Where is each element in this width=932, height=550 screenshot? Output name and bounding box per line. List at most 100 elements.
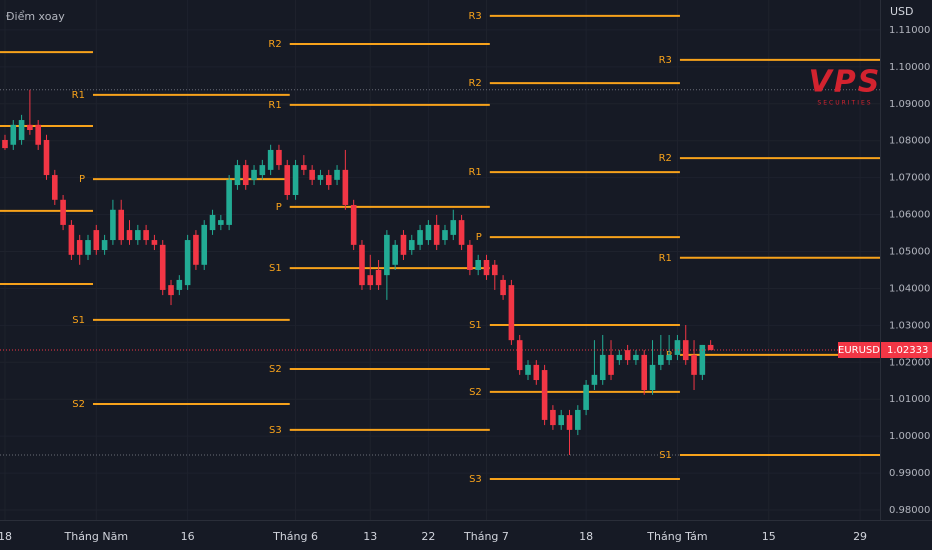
x-tick-label: 18 [579, 530, 593, 543]
candle-body [375, 269, 382, 286]
pivot-label: P [476, 232, 482, 243]
x-tick-label: Tháng Tám [646, 530, 707, 543]
candle-body [226, 179, 232, 225]
candle-body [135, 230, 141, 241]
candle-body [151, 240, 158, 245]
pivot-label: P [276, 202, 282, 213]
y-tick-label: 1.06000 [889, 210, 930, 221]
pivot-label: S3 [269, 425, 282, 436]
candle-body [483, 260, 490, 276]
watermark-sub: SECURITIES [817, 100, 872, 107]
candle-body [442, 230, 448, 241]
pivot-label: S2 [469, 387, 482, 398]
y-tick-label: 1.00000 [889, 431, 930, 442]
candle-body [649, 364, 656, 390]
candle-body [68, 224, 75, 255]
candle-body [591, 374, 598, 385]
candle-body [658, 354, 664, 365]
candle-body [234, 165, 241, 186]
pivot-label: R1 [659, 253, 672, 264]
y-tick-label: 1.09000 [889, 99, 930, 110]
y-tick-label: 1.10000 [889, 62, 930, 73]
symbol-label: EURUSD [838, 345, 880, 356]
candle-body [317, 175, 324, 180]
candle-body [218, 220, 224, 225]
pivot-label: R2 [659, 153, 672, 164]
candle-body [27, 124, 33, 130]
candle-body [18, 120, 25, 140]
candle-body [292, 165, 299, 195]
candle-body [633, 354, 639, 361]
candle-body [624, 350, 631, 361]
candle-body [301, 165, 307, 170]
y-tick-label: 0.98000 [889, 505, 930, 516]
candle-body [93, 230, 100, 251]
candle-body [516, 340, 523, 371]
candle-body [143, 230, 149, 241]
x-tick-label: Tháng Năm [64, 530, 129, 543]
candle-body [51, 175, 58, 200]
candle-body [85, 240, 91, 255]
pivot-label: S2 [269, 364, 282, 375]
candle-body [508, 285, 515, 341]
candle-body [201, 224, 208, 265]
candle-body [433, 224, 440, 245]
y-tick-label: 1.05000 [889, 247, 930, 258]
candle-body [76, 240, 83, 255]
y-tick-label: 1.02000 [889, 357, 930, 368]
price-box [881, 342, 932, 359]
candle-body [10, 124, 17, 145]
candle-body [541, 370, 548, 420]
candle-body [367, 275, 374, 286]
candle-body [43, 139, 50, 176]
candle-body [342, 169, 349, 205]
pivot-label: S1 [469, 320, 482, 331]
pivot-label: S1 [72, 315, 85, 326]
candle-body [666, 354, 672, 361]
candle-body [408, 240, 415, 251]
candle-body [682, 340, 689, 361]
pivot-label: R3 [468, 11, 481, 22]
y-tick-label: 0.99000 [889, 468, 930, 479]
y-tick-label: 1.07000 [889, 173, 930, 184]
pivot-label: S2 [72, 399, 85, 410]
candle-body [101, 240, 108, 251]
candle-body [251, 169, 257, 180]
candle-body [550, 409, 556, 426]
candle-body [126, 230, 133, 241]
candle-body [359, 244, 365, 286]
candle-body [400, 234, 407, 255]
candle-body [35, 124, 41, 145]
candle-body [176, 279, 183, 290]
pivot-label: S1 [659, 450, 672, 461]
candle-body [159, 244, 166, 290]
candle-body [60, 199, 66, 225]
pivot-label: S1 [269, 263, 282, 274]
candle-body [608, 354, 614, 375]
candle-body [707, 344, 714, 351]
candle-body [325, 175, 332, 186]
pivot-label: R1 [72, 90, 85, 101]
pivot-label: R1 [468, 167, 481, 178]
candle-body [525, 364, 531, 375]
candle-body [458, 220, 465, 245]
y-axis-label: USD [890, 5, 914, 18]
pivot-label: R1 [268, 100, 281, 111]
candle-body [209, 214, 216, 231]
y-tick-label: 1.04000 [889, 283, 930, 294]
x-tick-label: 13 [363, 530, 377, 543]
candle-body [276, 149, 282, 166]
candle-body [641, 354, 648, 390]
x-tick-label: Tháng 7 [463, 530, 509, 543]
candle-body [450, 220, 457, 235]
candle-body [334, 169, 340, 180]
pivot-label: R3 [659, 55, 672, 66]
candle-body [284, 165, 291, 195]
candle-body [599, 354, 606, 381]
candle-body [259, 165, 266, 176]
y-tick-label: 1.08000 [889, 136, 930, 147]
candle-body [184, 240, 191, 286]
x-tick-label: 16 [181, 530, 195, 543]
candle-body [242, 165, 249, 186]
